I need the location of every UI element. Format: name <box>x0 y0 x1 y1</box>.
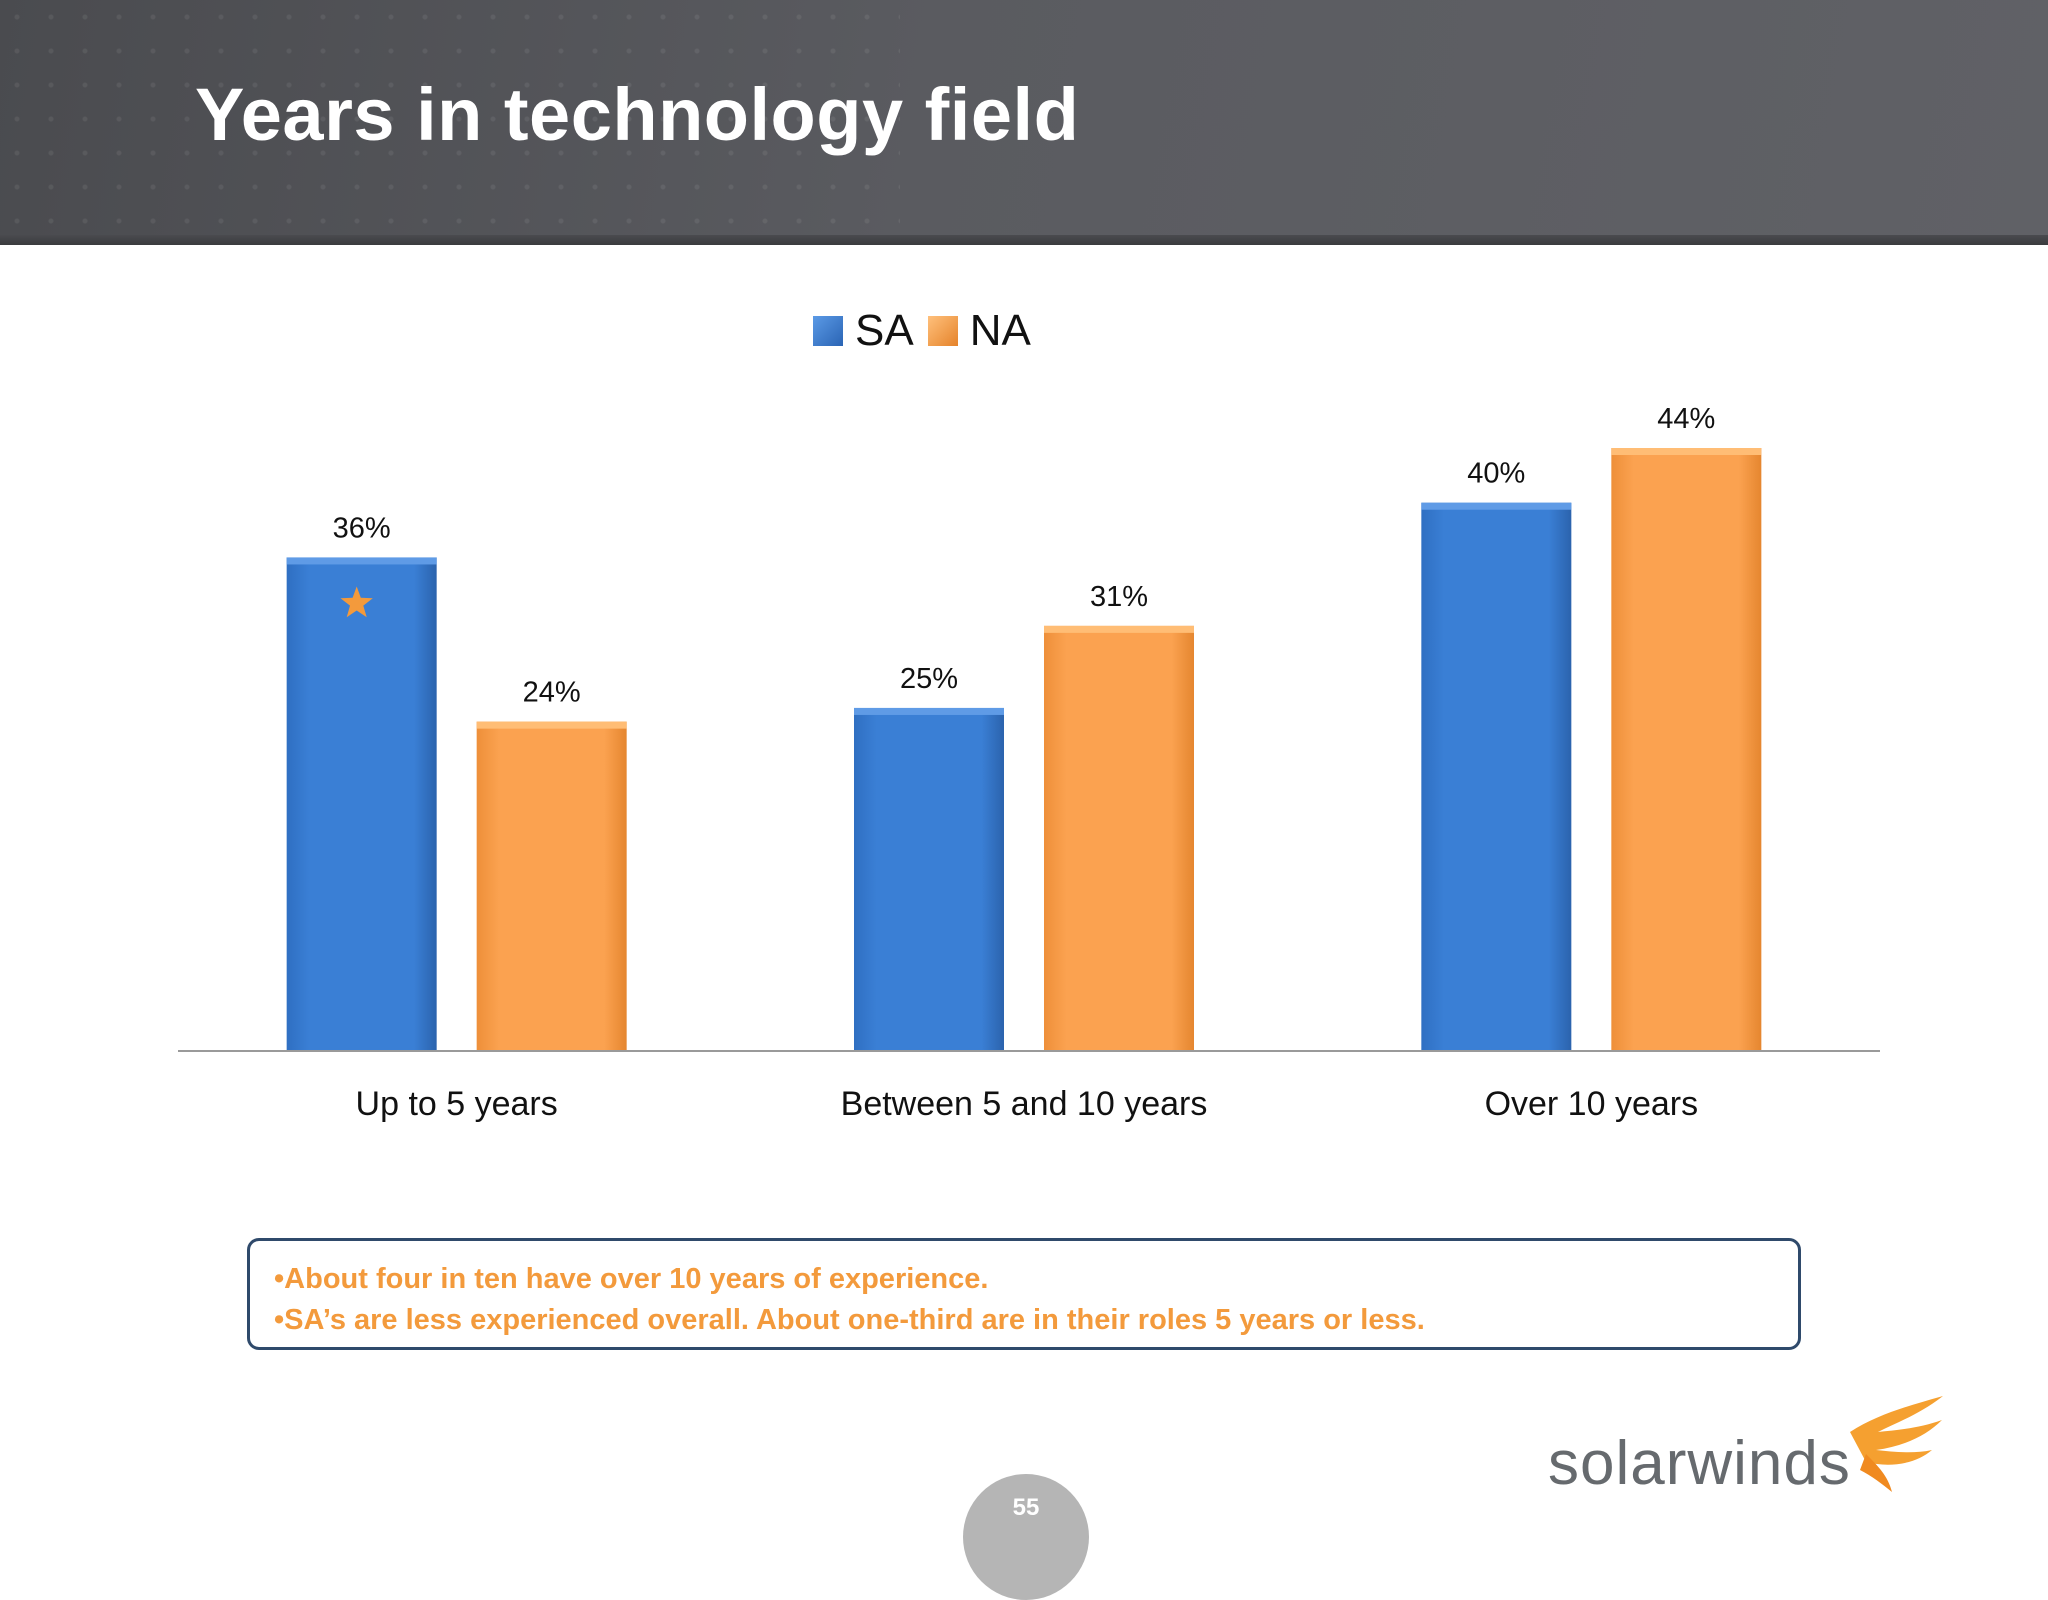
star-icon <box>340 586 373 618</box>
legend-item-na: NA <box>927 306 1031 356</box>
category-label-3: Over 10 years <box>1485 1085 1699 1123</box>
category-label-1: Up to 5 years <box>356 1085 558 1123</box>
chart-legend: SA NA <box>813 303 1031 359</box>
bar-sa-3 <box>1421 502 1572 1050</box>
bar-na-2 <box>1044 625 1194 1050</box>
bar-cap-sa-1 <box>286 557 437 565</box>
bar-cap-sa-2 <box>854 707 1004 715</box>
note-line-2: SA’s are less experienced overall. About… <box>274 1300 1774 1341</box>
bar-cap-na-3 <box>1611 448 1762 455</box>
page-number-badge: 55 <box>963 1474 1089 1600</box>
bar-sa-2 <box>854 707 1004 1050</box>
data-label-na-2: 31% <box>1090 581 1148 613</box>
page-number: 55 <box>1012 1494 1040 1521</box>
legend-swatch-na <box>927 316 958 346</box>
legend-label-sa: SA <box>855 306 914 355</box>
bar-na-1 <box>476 721 627 1050</box>
data-label-sa-3: 40% <box>1467 458 1525 490</box>
slide-header: Years in technology field <box>0 0 2048 245</box>
data-label-sa-1: 36% <box>333 512 391 544</box>
logo-wordmark: solarwinds <box>1548 1429 1851 1498</box>
data-label-na-1: 24% <box>523 677 581 709</box>
bar-sa-1 <box>286 557 437 1050</box>
legend-swatch-sa <box>813 316 843 346</box>
logo-flame-icon <box>1850 1396 1943 1492</box>
data-label-sa-2: 25% <box>900 663 958 695</box>
header-shadow <box>0 235 2048 245</box>
legend-item-sa: SA <box>813 306 914 356</box>
bar-cap-sa-3 <box>1421 502 1572 510</box>
solarwinds-logo: solarwinds <box>1548 1392 1948 1502</box>
bar-na-3 <box>1611 448 1762 1050</box>
key-findings-box: About four in ten have over 10 years of … <box>247 1238 1801 1350</box>
category-label-2: Between 5 and 10 years <box>841 1085 1208 1123</box>
bar-cap-na-2 <box>1044 625 1194 633</box>
header-texture <box>0 0 900 245</box>
data-label-na-3: 44% <box>1657 403 1715 435</box>
legend-label-na: NA <box>969 306 1031 355</box>
note-line-1: About four in ten have over 10 years of … <box>274 1259 1774 1300</box>
bar-chart: 36% 24% Up to 5 years 25% 31% Between 5 and 1… <box>178 403 1880 1123</box>
page-title: Years in technology field <box>195 73 1080 156</box>
bar-cap-na-1 <box>476 721 627 729</box>
